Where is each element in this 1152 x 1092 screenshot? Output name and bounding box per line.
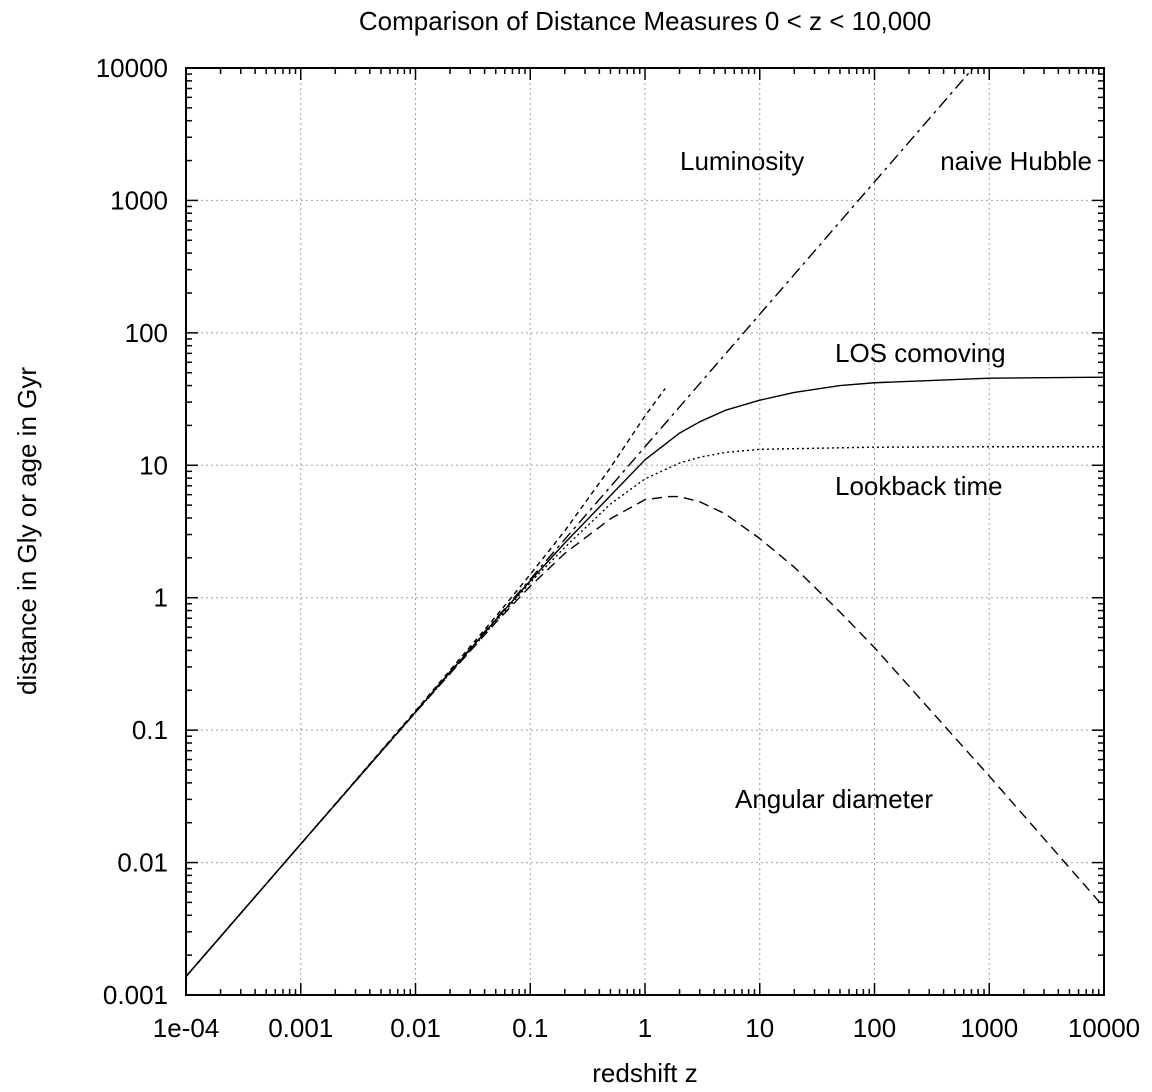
y-tick-label: 1: [154, 583, 168, 613]
series-luminosity-line: [186, 388, 666, 977]
y-tick-label: 0.1: [132, 715, 168, 745]
y-tick-label: 0.001: [103, 980, 168, 1010]
x-tick-label: 10000: [1068, 1013, 1140, 1043]
x-tick-label: 1000: [960, 1013, 1018, 1043]
y-tick-label: 10000: [96, 53, 168, 83]
chart-title: Comparison of Distance Measures 0 < z < …: [359, 6, 931, 36]
curve-label-los-comoving: LOS comoving: [835, 338, 1006, 368]
series-angular-diameter-line: [186, 495, 1104, 977]
curve-label-luminosity: Luminosity: [680, 146, 804, 176]
x-tick-label: 100: [853, 1013, 896, 1043]
y-tick-label: 100: [125, 318, 168, 348]
series-lookback-time-line: [186, 446, 1104, 977]
grid-layer: [186, 68, 1104, 995]
curve-label-angular-diameter: Angular diameter: [735, 784, 933, 814]
x-tick-label: 0.01: [390, 1013, 441, 1043]
x-tick-label: 0.1: [512, 1013, 548, 1043]
curve-label-naive-hubble: naive Hubble: [940, 146, 1092, 176]
x-tick-label: 1: [638, 1013, 652, 1043]
label-layer: 1e-04 0.001 0.01 0.1 1 10 100 1000 100000.0010.0…: [96, 53, 1140, 1043]
x-tick-label: 10: [745, 1013, 774, 1043]
x-tick-label: 1e-04: [153, 1013, 220, 1043]
x-tick-label: 0.001: [268, 1013, 333, 1043]
y-tick-label: 10: [139, 450, 168, 480]
series-los-comoving-line: [186, 376, 1104, 977]
plot-frame: [185, 67, 1105, 996]
y-tick-label: 1000: [110, 185, 168, 215]
y-tick-label: 0.01: [117, 848, 168, 878]
y-axis-label: distance in Gly or age in Gyr: [12, 367, 42, 695]
series-layer: [186, 68, 1104, 977]
tick-layer: [185, 67, 1105, 996]
curve-label-lookback-time: Lookback time: [835, 471, 1003, 501]
x-axis-label: redshift z: [592, 1058, 698, 1087]
